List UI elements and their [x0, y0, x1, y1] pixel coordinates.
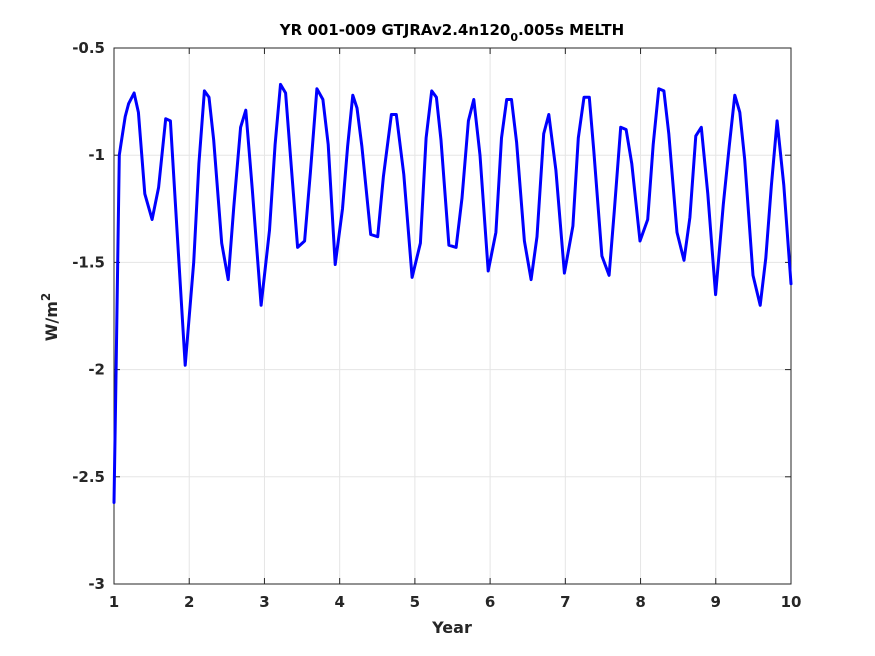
- x-tick-label: 4: [334, 593, 344, 611]
- x-tick-label: 6: [485, 593, 495, 611]
- y-axis-label-base: W/m: [42, 301, 61, 341]
- x-tick-label: 1: [109, 593, 119, 611]
- x-tick-label: 8: [635, 593, 645, 611]
- x-tick-label: 7: [560, 593, 570, 611]
- chart-title-tail: .005s MELTH: [518, 21, 624, 39]
- chart-title-subscript: 0: [510, 31, 518, 44]
- chart-title: YR 001-009 GTJRAv2.4n1200.005s MELTH: [279, 21, 624, 44]
- chart-title-main: YR 001-009 GTJRAv2.4n120: [279, 21, 511, 39]
- y-axis-label: W/m2: [39, 293, 61, 342]
- x-tick-label: 3: [259, 593, 269, 611]
- y-tick-labels: -3 -2.5 -2 -1.5 -1 -0.5: [72, 39, 105, 593]
- y-tick-label: -1: [88, 146, 105, 164]
- x-tick-labels: 1 2 3 4 5 6 7 8 9 10: [109, 593, 802, 611]
- x-tick-label: 2: [184, 593, 194, 611]
- x-tick-label: 9: [711, 593, 721, 611]
- x-tick-label: 10: [781, 593, 802, 611]
- series-line: [112, 82, 793, 504]
- y-axis-label-superscript: 2: [39, 293, 53, 301]
- y-tick-label: -3: [88, 575, 105, 593]
- y-tick-label: -0.5: [72, 39, 105, 57]
- x-tick-label: 5: [410, 593, 420, 611]
- y-tick-label: -2: [88, 361, 105, 379]
- y-tick-label: -1.5: [72, 253, 105, 271]
- plot-area-frame: [113, 47, 792, 585]
- x-axis-label: Year: [431, 618, 472, 637]
- y-tick-label: -2.5: [72, 468, 105, 486]
